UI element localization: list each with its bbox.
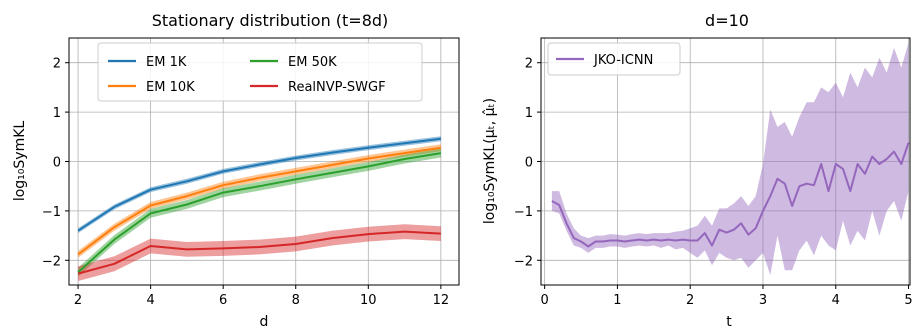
- x-tick-label: 4: [146, 293, 154, 308]
- series-line-0: [551, 142, 910, 248]
- confidence-band-0: [551, 42, 909, 276]
- legend-label: EM 50K: [288, 55, 337, 70]
- chart-title-1: Stationary distribution (t=8d): [152, 11, 389, 30]
- legend-2: JKO-ICNN: [547, 42, 681, 76]
- y-tick-label: −2: [514, 254, 533, 269]
- confidence-band-1: [78, 144, 441, 258]
- x-tick-label: 5: [904, 293, 912, 308]
- y-tick-label: 0: [525, 156, 533, 171]
- x-axis-label-1: d: [260, 314, 269, 330]
- panel-stationary: Stationary distribution (t=8d) 2 4 6 8 10 12−…: [12, 11, 460, 330]
- x-tick-label: 10: [360, 293, 377, 308]
- y-tick-label: −1: [514, 205, 533, 220]
- legend-box: [547, 42, 681, 76]
- y-axis-label-2: log₁₀SymKL(μₜ, μ̂ₜ): [482, 98, 498, 224]
- y-tick-label: −1: [42, 205, 61, 220]
- legend-1: EM 1K EM 10K EM 50K RealNVP-SWGF: [97, 42, 423, 102]
- legend-box: [97, 42, 423, 102]
- y-tick-label: 1: [525, 106, 533, 121]
- x-tick-label: 2: [74, 293, 82, 308]
- y-tick-label: −2: [42, 254, 61, 269]
- y-tick-label: 0: [53, 156, 61, 171]
- y-tick-label: 2: [525, 57, 533, 72]
- panel-d10: d=10 0 1 2 3 4 5 −2 −1 0 1 2 t log₁₀SymKL(μₜ, μ̂ₜ)…: [482, 11, 912, 330]
- x-tick-label: 8: [292, 293, 300, 308]
- legend-label: RealNVP-SWGF: [288, 80, 386, 95]
- series-line-2: [77, 152, 442, 273]
- legend-label: EM 10K: [146, 80, 195, 95]
- y-tick-label: 1: [53, 106, 61, 121]
- y-tick-label: 2: [53, 57, 61, 72]
- series-line-1: [77, 146, 442, 256]
- y-axis-label-1: log₁₀SymKL: [12, 121, 28, 202]
- x-tick-label: 2: [686, 293, 694, 308]
- x-tick-label: 3: [759, 293, 767, 308]
- x-tick-label: 4: [832, 293, 840, 308]
- series-line-0: [77, 137, 442, 232]
- legend-label: EM 1K: [146, 55, 187, 70]
- x-tick-label: 0: [540, 293, 548, 308]
- x-axis-label-2: t: [726, 314, 732, 330]
- x-tick-label: 12: [433, 293, 450, 308]
- x-tick-label: 1: [613, 293, 621, 308]
- series-line-3: [77, 230, 441, 275]
- x-tick-label: 6: [219, 293, 227, 308]
- chart-title-2: d=10: [705, 11, 749, 30]
- confidence-band-3: [78, 224, 441, 281]
- legend-label: JKO-ICNN: [593, 53, 653, 68]
